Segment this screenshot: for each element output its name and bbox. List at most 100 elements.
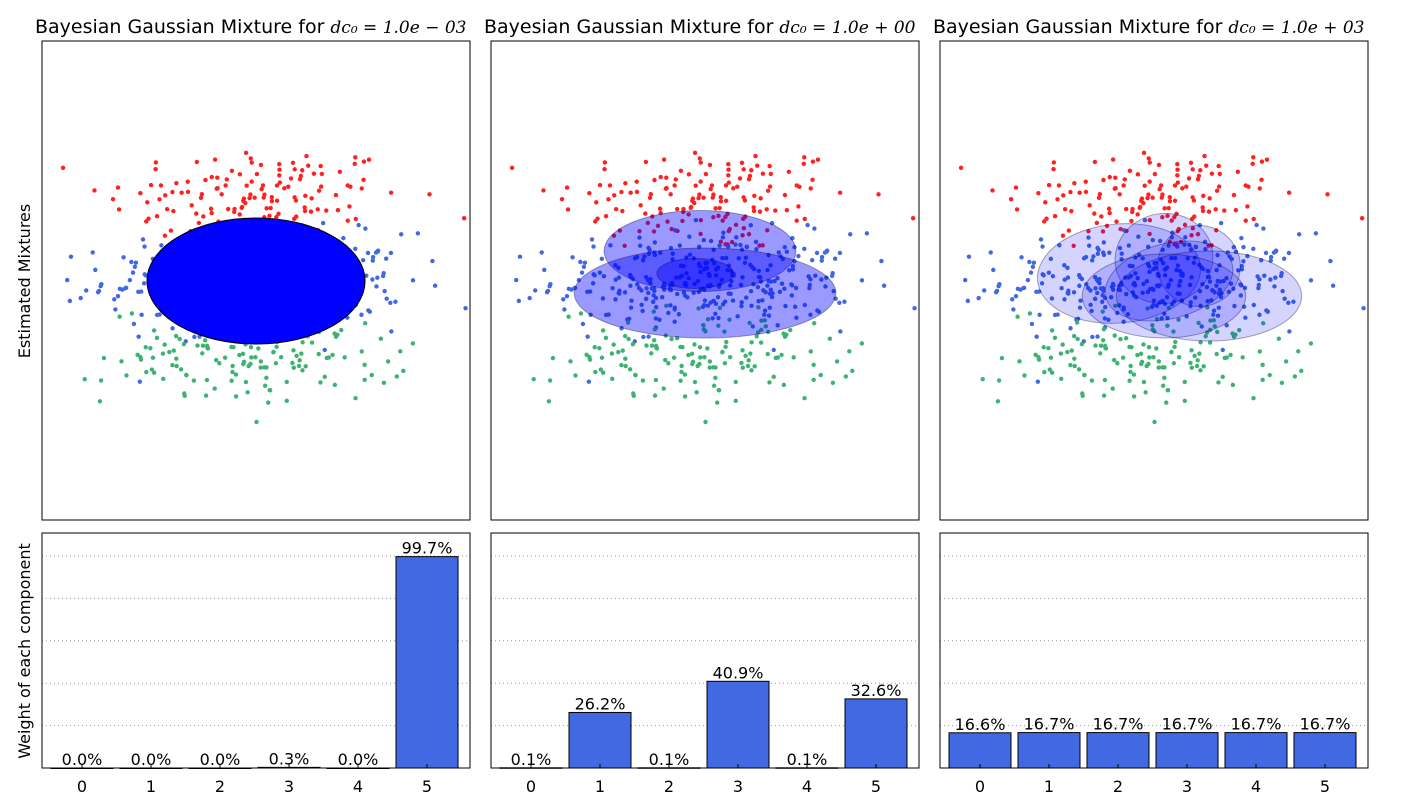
scatter-point <box>564 185 570 190</box>
bar-label: 0.1% <box>511 750 552 769</box>
scatter-point <box>1126 243 1132 248</box>
scatter-point <box>633 372 638 378</box>
scatter-point <box>581 264 587 269</box>
scatter-point <box>1175 180 1181 185</box>
scatter-point <box>1168 277 1174 283</box>
scatter-point <box>269 198 275 204</box>
scatter-point <box>1292 374 1298 379</box>
scatter-point <box>640 258 646 263</box>
scatter-point <box>1330 283 1336 288</box>
scatter-point <box>1166 305 1172 311</box>
scatter-point <box>1143 390 1148 395</box>
scatter-point <box>749 340 754 345</box>
scatter-point <box>1207 279 1213 284</box>
scatter-point <box>752 364 757 369</box>
scatter-point <box>697 244 702 250</box>
scatter-point <box>132 264 138 269</box>
scatter-point <box>819 254 825 260</box>
scatter-point <box>601 273 607 279</box>
scatter-point <box>366 308 371 313</box>
scatter-point <box>352 161 357 167</box>
scatter-point <box>232 206 237 212</box>
x-tick-label: 5 <box>871 777 881 796</box>
scatter-point <box>203 177 208 183</box>
scatter-point <box>1131 394 1137 399</box>
scatter-point <box>1187 242 1192 248</box>
scatter-point <box>284 398 289 404</box>
scatter-point <box>712 261 717 266</box>
scatter-point <box>230 369 235 375</box>
scatter-point <box>718 239 724 244</box>
scatter-point <box>754 334 759 339</box>
scatter-point <box>773 208 778 213</box>
scatter-point <box>715 400 720 405</box>
scatter-point <box>181 341 187 347</box>
scatter-point <box>640 308 645 314</box>
scatter-point <box>717 243 722 248</box>
scatter-point <box>1127 263 1133 269</box>
scatter-point <box>171 208 176 214</box>
scatter-point <box>159 243 164 248</box>
scatter-point <box>1030 264 1036 269</box>
scatter-point <box>622 243 627 249</box>
scatter-point <box>726 228 731 234</box>
scatter-point <box>264 375 269 380</box>
scatter-point <box>802 302 808 308</box>
scatter-point <box>1097 192 1103 197</box>
scatter-point <box>734 235 739 240</box>
scatter-point <box>726 173 731 178</box>
scatter-point <box>1107 250 1112 255</box>
scatter-point <box>679 363 684 369</box>
scatter-point <box>1267 372 1272 378</box>
bottom-ylabel: Weight of each component <box>15 543 34 759</box>
scatter-point <box>658 174 663 180</box>
scatter-point <box>643 159 649 165</box>
scatter-point <box>756 298 761 304</box>
scatter-point <box>1209 298 1214 303</box>
scatter-point <box>1014 207 1020 212</box>
scatter-point <box>1171 329 1176 334</box>
scatter-point <box>1077 305 1083 310</box>
scatter-point <box>713 206 718 211</box>
scatter-point <box>713 273 719 278</box>
scatter-point <box>1086 228 1091 234</box>
scatter-point <box>185 179 190 184</box>
scatter-point <box>653 377 659 383</box>
scatter-point <box>639 288 644 293</box>
scatter-point <box>1147 286 1153 292</box>
scatter-point <box>1092 211 1097 216</box>
scatter-point <box>746 358 751 363</box>
scatter-point <box>811 377 816 383</box>
scatter-point <box>990 188 995 193</box>
scatter-point <box>1150 323 1155 328</box>
scatter-point <box>674 275 679 280</box>
scatter-point <box>164 206 170 212</box>
scatter-point <box>701 303 707 308</box>
scatter-point <box>160 351 166 356</box>
scatter-point <box>240 351 246 357</box>
scatter-point <box>613 206 619 212</box>
scatter-point <box>249 355 254 360</box>
scatter-point <box>546 399 552 404</box>
scatter-point <box>963 277 968 283</box>
scatter-point <box>1205 268 1211 274</box>
scatter-point <box>288 176 294 181</box>
scatter-point <box>859 341 865 346</box>
scatter-point <box>96 288 102 294</box>
scatter-point <box>291 365 296 370</box>
scatter-point <box>199 192 205 197</box>
scatter-point <box>720 235 726 240</box>
scatter-point <box>92 188 97 193</box>
scatter-point <box>410 341 416 346</box>
scatter-point <box>318 163 323 169</box>
scatter-point <box>244 183 249 188</box>
scatter-point <box>1188 303 1193 309</box>
scatter-point <box>723 198 729 203</box>
scatter-point <box>617 228 623 233</box>
scatter-point <box>770 291 775 296</box>
scatter-point <box>124 373 129 378</box>
scatter-point <box>1147 160 1152 165</box>
scatter-point <box>1046 182 1052 188</box>
scatter-point <box>184 372 189 378</box>
scatter-point <box>751 205 756 210</box>
